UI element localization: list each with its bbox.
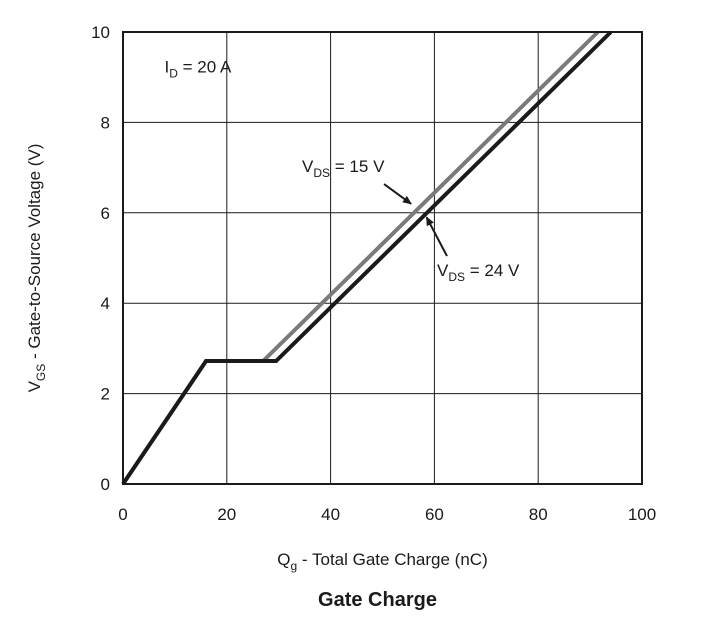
annotation-3: VDS = 24 V xyxy=(437,261,520,284)
x-tick-label: 60 xyxy=(425,505,444,524)
x-tick-label: 20 xyxy=(217,505,236,524)
x-axis-label-main: Q xyxy=(277,550,290,569)
y-axis-label-sub: GS xyxy=(34,364,48,381)
x-axis-label-rest: - Total Gate Charge (nC) xyxy=(297,550,488,569)
annotation-2: VDS = 15 V xyxy=(302,157,385,180)
tick-labels: 0 20 40 60 80 100 0 2 4 6 8 10 xyxy=(91,23,656,524)
y-axis-label-rest: - Gate-to-Source Voltage (V) xyxy=(25,144,44,364)
annotations: ID = 20 A VDS = 15 V VDS = 24 V xyxy=(165,58,520,284)
y-tick-label: 4 xyxy=(101,294,110,313)
annotation-arrow-2 xyxy=(383,183,412,205)
y-axis-label-main: V xyxy=(25,380,44,392)
series-line-1 xyxy=(121,30,600,486)
y-tick-label: 10 xyxy=(91,23,110,42)
series-lines xyxy=(121,30,613,486)
x-tick-label: 0 xyxy=(118,505,127,524)
x-tick-label: 80 xyxy=(529,505,548,524)
chart-title: Gate Charge xyxy=(318,589,437,611)
plot-frame xyxy=(122,31,643,485)
annotation-1: ID = 20 A xyxy=(165,58,232,81)
x-tick-label: 100 xyxy=(628,505,656,524)
y-tick-label: 6 xyxy=(101,204,110,223)
x-tick-label: 40 xyxy=(321,505,340,524)
x-axis-label: Qg - Total Gate Charge (nC) xyxy=(277,550,487,573)
y-tick-label: 8 xyxy=(101,113,110,132)
annotation-arrow-3 xyxy=(425,216,448,257)
y-tick-label: 2 xyxy=(101,385,110,404)
y-tick-label: 0 xyxy=(101,475,110,494)
y-axis-label: VGS - Gate-to-Source Voltage (V) xyxy=(25,144,48,393)
series-line-2 xyxy=(121,30,613,486)
x-axis-label-sub: g xyxy=(291,559,298,573)
